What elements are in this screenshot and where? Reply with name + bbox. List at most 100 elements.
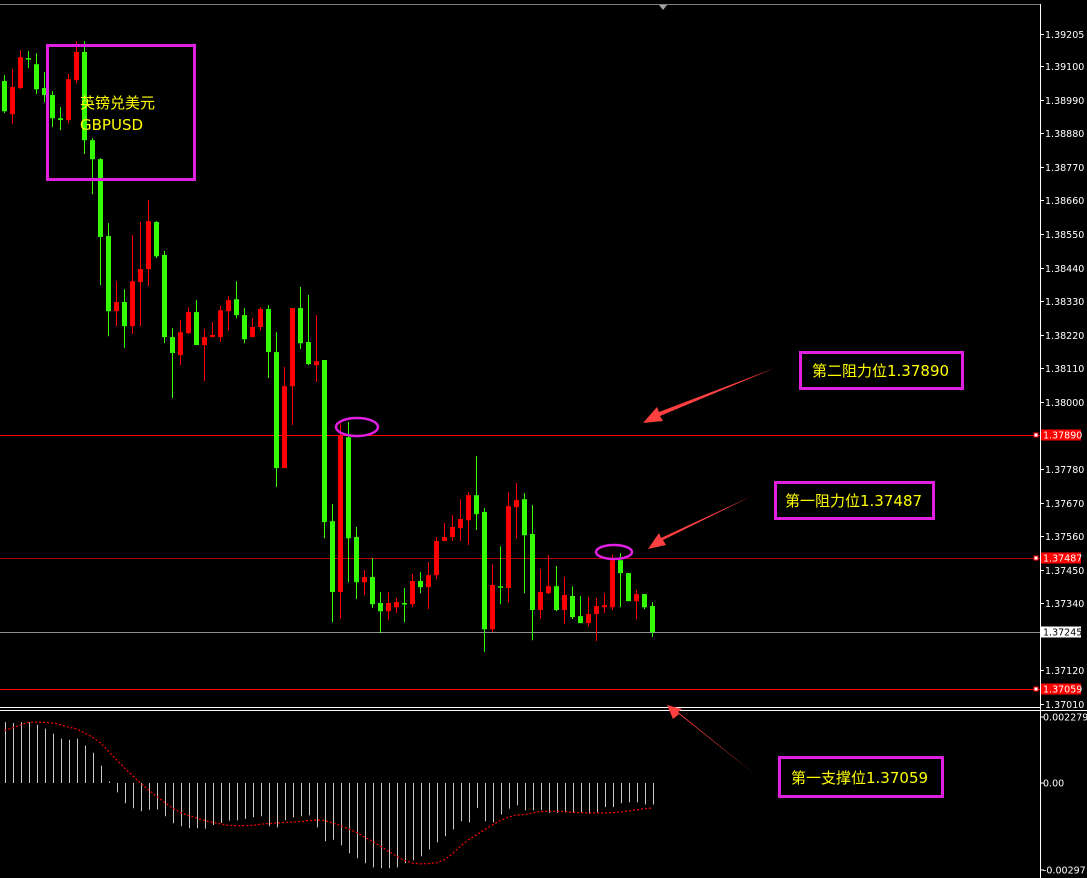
resistance1-arrow-icon: [648, 496, 752, 549]
candle: [410, 573, 415, 608]
candle: [618, 553, 623, 608]
candle-body: [378, 602, 383, 612]
price-label-bg: [1041, 683, 1081, 695]
axis-tick-label: 1.37450: [1045, 566, 1084, 577]
axis-tick-label: 1.38330: [1045, 297, 1084, 308]
candle-body: [2, 81, 7, 112]
price-label: 1.37059: [1043, 685, 1082, 696]
candle: [154, 221, 159, 259]
candle: [130, 235, 135, 335]
candle: [106, 223, 111, 337]
support1-box: [778, 756, 944, 798]
candle: [418, 572, 423, 594]
candle: [378, 591, 383, 634]
candle-body: [242, 315, 247, 340]
resistance2-highlight-ellipse: [334, 416, 380, 438]
candle: [266, 305, 271, 379]
candle: [338, 423, 343, 619]
candle: [362, 570, 367, 596]
candle-body: [106, 236, 111, 312]
candle: [330, 504, 335, 623]
candle: [74, 41, 79, 84]
candle-body: [114, 302, 119, 312]
candle: [522, 493, 527, 594]
axis-tick-label: 1.38660: [1045, 196, 1084, 207]
candle: [234, 281, 239, 319]
candle: [114, 281, 119, 327]
candle: [186, 307, 191, 335]
candle-body: [82, 52, 87, 141]
candle: [586, 597, 591, 627]
candle-body: [410, 581, 415, 605]
axis-tick-label: 1.38770: [1045, 163, 1084, 174]
candle-body: [474, 495, 479, 515]
candle-body: [290, 308, 295, 387]
candle: [626, 573, 631, 602]
candle-body: [522, 499, 527, 536]
candle-body: [610, 560, 615, 608]
candle-body: [306, 341, 311, 364]
candle-body: [626, 573, 631, 602]
axis-tick-label: 1.38440: [1045, 264, 1084, 275]
candle-body: [458, 519, 463, 529]
symbol-name-cn: 英镑兑美元: [80, 94, 155, 112]
candle: [290, 308, 295, 426]
candle-body: [186, 312, 191, 334]
candle-body: [370, 577, 375, 605]
candle-body: [586, 613, 591, 624]
candle: [610, 555, 615, 611]
axis-tick-label: 1.38110: [1045, 364, 1084, 375]
price-label-marker: [1033, 686, 1039, 692]
candle-body: [418, 581, 423, 588]
candle-body: [434, 541, 439, 576]
candle: [82, 41, 87, 154]
chart-shift-marker-icon[interactable]: [659, 5, 667, 10]
resistance2-arrow-icon: [643, 368, 775, 423]
candle-body: [482, 512, 487, 630]
candle-body: [90, 140, 95, 160]
candle: [138, 222, 143, 327]
candle-body: [146, 221, 151, 270]
candle-body: [362, 577, 367, 583]
candle-body: [394, 602, 399, 608]
candle: [322, 360, 327, 539]
candle: [402, 588, 407, 623]
candle: [146, 200, 151, 287]
candle: [386, 591, 391, 621]
candle: [370, 558, 375, 609]
candle: [18, 50, 23, 90]
resistance1-highlight-ellipse: [594, 543, 634, 561]
candle: [442, 523, 447, 542]
candle: [546, 555, 551, 595]
candle: [314, 315, 319, 382]
candle-body: [178, 332, 183, 356]
candle-body: [202, 337, 207, 346]
candle-body: [98, 159, 103, 237]
candle: [570, 586, 575, 620]
candle-body: [354, 537, 359, 583]
macd-axis-label: 0.00: [1043, 779, 1064, 790]
candle-body: [618, 560, 623, 574]
candle-body: [562, 595, 567, 611]
candle: [258, 307, 263, 331]
candle: [242, 308, 247, 344]
candle-body: [530, 534, 535, 611]
candle: [50, 91, 55, 128]
candle-body: [34, 64, 39, 90]
candle-body: [154, 222, 159, 257]
candle-body: [642, 594, 647, 608]
candle: [178, 320, 183, 366]
price-label: 1.37890: [1043, 431, 1082, 442]
candle-body: [18, 57, 23, 89]
candle-body: [498, 586, 503, 588]
candle: [194, 300, 199, 346]
macd-signal-line: [4, 721, 653, 865]
candle-body: [66, 79, 71, 121]
axis-tick-label: 1.39205: [1045, 30, 1084, 41]
candle: [394, 598, 399, 614]
price-label-marker: [1033, 555, 1039, 561]
candlestick-series: [2, 41, 655, 653]
candle: [538, 569, 543, 619]
candle-body: [538, 591, 543, 611]
